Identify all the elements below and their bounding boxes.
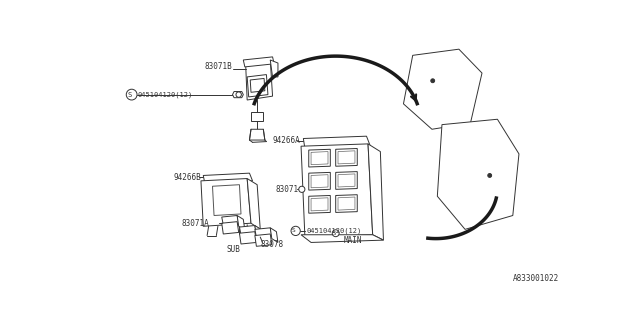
Circle shape (291, 226, 300, 236)
Text: MAIN: MAIN (344, 236, 362, 245)
Polygon shape (368, 144, 383, 240)
Circle shape (431, 79, 435, 83)
Polygon shape (303, 136, 371, 148)
Text: 94266A: 94266A (273, 136, 300, 145)
Text: A833001022: A833001022 (513, 274, 559, 283)
Text: 83071B: 83071B (205, 62, 232, 71)
Polygon shape (212, 185, 241, 215)
Polygon shape (221, 215, 239, 225)
Polygon shape (247, 75, 268, 97)
Polygon shape (301, 144, 372, 237)
Polygon shape (204, 173, 253, 183)
Polygon shape (437, 119, 519, 229)
Polygon shape (308, 172, 330, 190)
Polygon shape (338, 174, 355, 187)
Polygon shape (338, 151, 355, 164)
Circle shape (299, 186, 305, 192)
Polygon shape (237, 215, 245, 230)
Polygon shape (250, 78, 265, 92)
Polygon shape (336, 148, 357, 166)
Circle shape (332, 230, 339, 237)
Polygon shape (301, 235, 383, 243)
Text: S: S (291, 228, 295, 233)
Text: 83071: 83071 (276, 185, 299, 194)
Circle shape (488, 173, 492, 177)
Polygon shape (239, 232, 257, 244)
Polygon shape (338, 197, 355, 210)
Polygon shape (239, 226, 257, 235)
Text: S: S (128, 92, 132, 98)
Polygon shape (270, 60, 278, 77)
Polygon shape (243, 57, 274, 67)
Text: 045104120(12): 045104120(12) (307, 228, 362, 234)
Polygon shape (221, 222, 239, 234)
Polygon shape (255, 234, 272, 246)
Polygon shape (308, 196, 330, 213)
Polygon shape (311, 152, 328, 165)
Text: 94266B: 94266B (174, 172, 202, 181)
Polygon shape (311, 175, 328, 188)
Polygon shape (336, 172, 357, 189)
Polygon shape (232, 92, 243, 98)
Polygon shape (311, 198, 328, 211)
Text: 045104120(12): 045104120(12) (138, 91, 193, 98)
Polygon shape (336, 195, 357, 212)
Polygon shape (255, 226, 262, 240)
Polygon shape (403, 49, 482, 129)
Polygon shape (255, 228, 272, 237)
Circle shape (236, 92, 241, 97)
Polygon shape (308, 149, 330, 167)
Circle shape (126, 89, 137, 100)
Polygon shape (201, 179, 251, 226)
Polygon shape (270, 228, 278, 243)
Text: S: S (333, 231, 336, 236)
Text: 83071A: 83071A (182, 219, 209, 228)
Text: 83078: 83078 (260, 240, 284, 249)
Polygon shape (246, 60, 273, 100)
Polygon shape (247, 179, 260, 229)
Polygon shape (250, 129, 265, 140)
Bar (251, 112, 263, 121)
Text: SUB: SUB (227, 245, 240, 254)
